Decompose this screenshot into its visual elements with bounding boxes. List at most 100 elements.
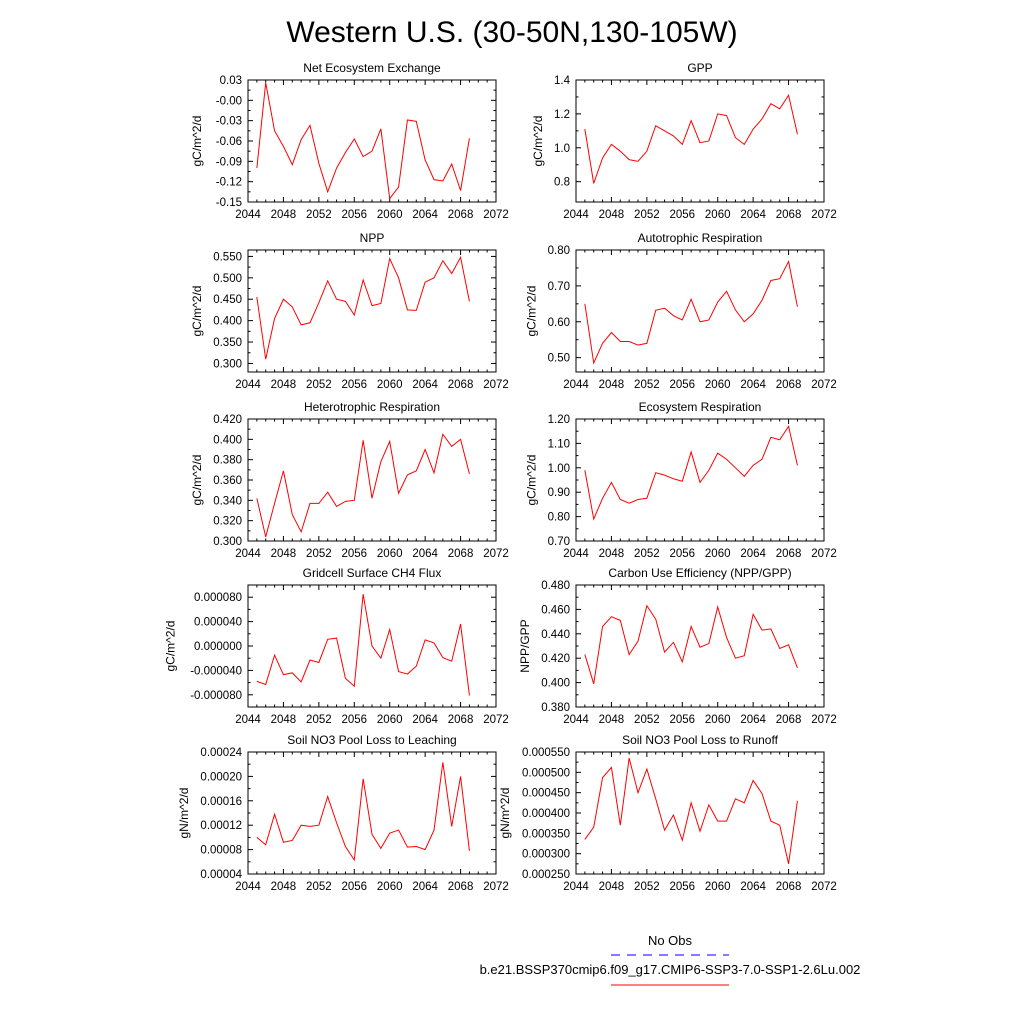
panel-title: NPP [360, 231, 385, 245]
x-tick-label: 2056 [341, 881, 367, 893]
x-tick-label: 2068 [448, 379, 474, 391]
y-tick-label: 0.80 [548, 245, 570, 257]
x-tick-label: 2072 [483, 209, 509, 221]
y-tick-label: -0.000080 [190, 690, 242, 702]
panel-ecosystem-respiration: Ecosystem Respiration 2044 2048 2052 2056 206… [525, 400, 837, 560]
panel-gridcell-surface-ch4-flux: Gridcell Surface CH4 Flux 2044 2048 2052 205… [164, 566, 509, 726]
y-tick-label: 0.80 [548, 512, 570, 524]
series-line [584, 425, 798, 521]
x-tick-label: 2048 [271, 714, 297, 726]
x-tick-label: 2052 [306, 209, 332, 221]
panel-title: Soil NO3 Pool Loss to Leaching [287, 733, 456, 747]
y-tick-label: -0.15 [216, 197, 242, 209]
x-tick-label: 2072 [811, 379, 837, 391]
x-tick-label: 2052 [634, 548, 660, 560]
x-tick-label: 2056 [669, 548, 695, 560]
y-tick-label: 0.00024 [200, 747, 242, 759]
x-tick-label: 2048 [599, 714, 625, 726]
x-tick-label: 2064 [412, 209, 438, 221]
x-tick-label: 2060 [377, 881, 403, 893]
x-tick-label: 2064 [412, 548, 438, 560]
y-tick-label: 0.400 [213, 316, 242, 328]
x-tick-label: 2056 [341, 548, 367, 560]
y-tick-label: 0.000550 [522, 747, 570, 759]
x-tick-label: 2072 [811, 209, 837, 221]
x-tick-label: 2048 [599, 209, 625, 221]
x-tick-label: 2068 [448, 209, 474, 221]
main-title: Western U.S. (30-50N,130-105W) [286, 16, 737, 49]
panel-soil-no3-pool-loss-to-leaching: Soil NO3 Pool Loss to Leaching 2044 2048 20… [177, 733, 509, 893]
x-tick-label: 2056 [341, 379, 367, 391]
panel-title: Carbon Use Efficiency (NPP/GPP) [608, 566, 791, 580]
x-tick-label: 2060 [377, 209, 403, 221]
y-tick-label: 0.000500 [522, 767, 570, 779]
x-tick-label: 2056 [669, 881, 695, 893]
panel-npp: NPP 2044 2048 2052 2056 2060 2064 2068 2072 0.300… [190, 231, 509, 391]
y-tick-label: 0.550 [213, 251, 242, 263]
legend-label-no-obs: No Obs [648, 933, 693, 948]
y-tick-label: 0.000350 [522, 828, 570, 840]
y-tick-label: 0.400 [213, 434, 242, 446]
x-tick-label: 2060 [705, 379, 731, 391]
legend: No Obs b.e21.BSSP370cmip6.f09_g17.CMIP6-… [480, 933, 861, 986]
y-tick-label: 0.500 [213, 273, 242, 285]
y-tick-label: 0.00008 [200, 845, 242, 857]
x-tick-label: 2044 [563, 379, 589, 391]
x-tick-label: 2064 [740, 379, 766, 391]
x-tick-label: 2064 [740, 548, 766, 560]
y-axis-label: gN/m^2/d [498, 788, 512, 839]
series-line [256, 762, 470, 862]
x-tick-label: 2068 [776, 209, 802, 221]
x-tick-label: 2060 [705, 548, 731, 560]
panel-soil-no3-pool-loss-to-runoff: Soil NO3 Pool Loss to Runoff 2044 2048 2052… [498, 733, 837, 893]
x-tick-label: 2052 [306, 379, 332, 391]
x-tick-label: 2072 [811, 881, 837, 893]
y-tick-label: -0.00 [216, 95, 242, 107]
panel-title: Soil NO3 Pool Loss to Runoff [622, 733, 779, 747]
x-tick-label: 2052 [634, 714, 660, 726]
series-line [256, 433, 470, 538]
x-tick-label: 2060 [705, 209, 731, 221]
y-tick-label: 0.440 [541, 629, 570, 641]
x-tick-label: 2056 [669, 714, 695, 726]
x-tick-label: 2072 [483, 379, 509, 391]
x-tick-label: 2048 [271, 379, 297, 391]
series-line [256, 255, 470, 360]
x-tick-label: 2068 [448, 881, 474, 893]
x-tick-label: 2044 [235, 209, 261, 221]
y-tick-label: 1.00 [548, 463, 570, 475]
plot-frame [247, 751, 497, 875]
y-tick-label: 0.50 [548, 353, 570, 365]
series-line [584, 93, 798, 184]
y-tick-label: 0.000450 [522, 788, 570, 800]
x-tick-label: 2048 [599, 881, 625, 893]
y-axis-label: NPP/GPP [518, 619, 532, 672]
legend-label-case: b.e21.BSSP370cmip6.f09_g17.CMIP6-SSP3-7.… [480, 962, 861, 977]
y-tick-label: 1.2 [554, 109, 570, 121]
panel-title: Autotrophic Respiration [638, 231, 763, 245]
panel-heterotrophic-respiration: Heterotrophic Respiration 2044 2048 2052 205… [190, 400, 509, 560]
y-axis-label: gC/m^2/d [525, 286, 539, 337]
x-tick-label: 2060 [377, 548, 403, 560]
y-tick-label: 0.000250 [522, 869, 570, 881]
y-axis-label: gC/m^2/d [190, 455, 204, 506]
y-tick-label: 0.00020 [200, 771, 242, 783]
y-tick-label: 0.00012 [200, 820, 242, 832]
x-tick-label: 2044 [235, 881, 261, 893]
x-tick-label: 2052 [306, 714, 332, 726]
x-tick-label: 2068 [448, 548, 474, 560]
x-tick-label: 2072 [811, 714, 837, 726]
x-tick-label: 2064 [412, 379, 438, 391]
y-tick-label: 0.480 [541, 580, 570, 592]
plot-frame [247, 249, 497, 373]
y-tick-label: 0.90 [548, 487, 570, 499]
y-tick-label: 0.70 [548, 536, 570, 548]
x-tick-label: 2048 [599, 548, 625, 560]
y-tick-label: 0.360 [213, 475, 242, 487]
x-tick-label: 2068 [776, 548, 802, 560]
panel-title: Gridcell Surface CH4 Flux [303, 566, 442, 580]
x-tick-label: 2064 [740, 714, 766, 726]
series-line [584, 259, 798, 365]
series-line [584, 757, 798, 864]
